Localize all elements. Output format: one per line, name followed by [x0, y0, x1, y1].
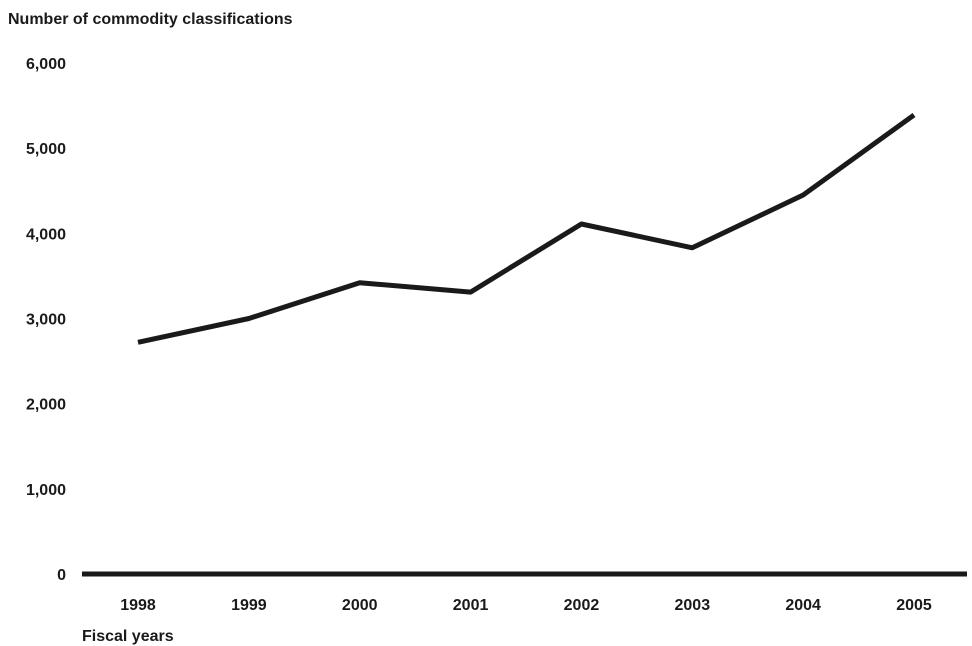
x-tick-label: 2002	[564, 597, 600, 614]
x-tick-label: 2005	[896, 597, 932, 614]
x-tick-label: 2001	[453, 597, 489, 614]
x-tick-label: 2000	[342, 597, 378, 614]
x-tick-label: 1999	[231, 597, 267, 614]
y-tick-label: 1,000	[26, 482, 66, 499]
y-axis-ticks: 0 1,000 2,000 3,000 4,000 5,000 6,000	[26, 56, 66, 584]
x-tick-label: 1998	[120, 597, 156, 614]
x-axis-ticks: 1998 1999 2000 2001 2002 2003 2004 2005	[120, 597, 932, 614]
y-axis-label: Number of commodity classifications	[8, 11, 293, 28]
x-tick-label: 2003	[675, 597, 711, 614]
y-tick-label: 2,000	[26, 397, 66, 414]
y-tick-label: 0	[57, 567, 66, 584]
y-tick-label: 3,000	[26, 312, 66, 329]
y-tick-label: 4,000	[26, 226, 66, 243]
x-tick-label: 2004	[785, 597, 821, 614]
y-tick-label: 5,000	[26, 141, 66, 158]
series-line	[137, 112, 916, 345]
y-tick-label: 6,000	[26, 56, 66, 73]
x-axis-label: Fiscal years	[82, 628, 174, 645]
